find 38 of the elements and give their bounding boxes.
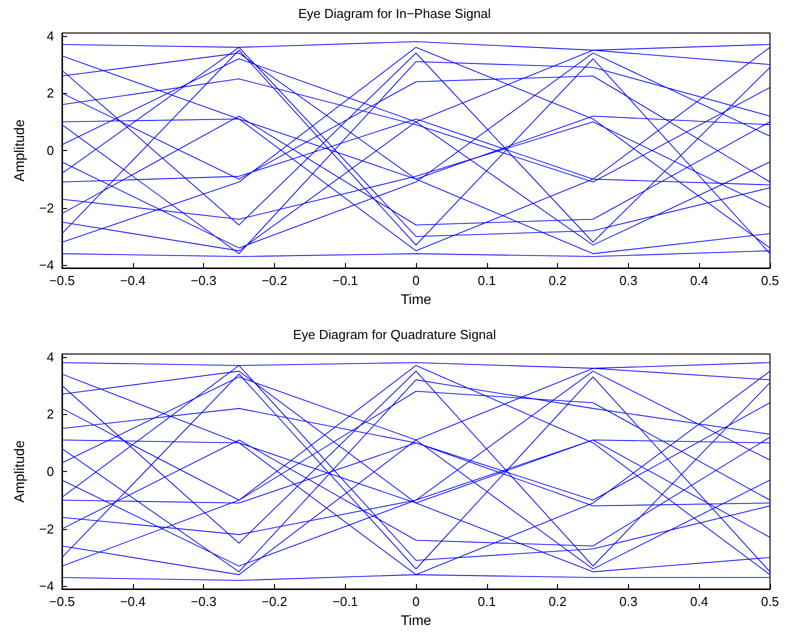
y-tick-label: 4 [46,28,54,44]
x-tick-label: 0.4 [690,273,708,288]
y-tick-label: −4 [39,258,54,273]
x-tick-label: −0.3 [190,594,216,609]
x-tick-label: −0.2 [262,273,288,288]
x-tick-label: −0.4 [120,273,146,288]
y-axis-title: Amplitude [11,119,27,182]
x-tick-label: 0.3 [619,594,638,609]
x-tick-label: 0.4 [690,594,708,609]
y-tick-label: 0 [46,143,54,158]
x-tick-label: 0.2 [548,594,567,609]
x-tick-label: −0.3 [190,273,216,288]
y-tick-label: 2 [46,406,54,422]
x-tick-label: 0.3 [619,273,638,288]
chart-title: Eye Diagram for In−Phase Signal [298,6,491,21]
y-tick-label: 4 [46,349,54,364]
x-tick-label: −0.1 [332,273,358,288]
x-axis-title: Time [400,290,432,307]
x-tick-label: −0.4 [120,594,146,609]
x-tick-label: 0.1 [478,273,496,288]
y-tick-label: −4 [39,578,54,594]
x-tick-label: 0.5 [760,273,780,288]
x-tick-label: −0.2 [262,594,288,609]
x-tick-label: 0.2 [548,273,567,288]
x-tick-label: 0.5 [760,594,780,609]
x-tick-label: 0 [412,273,420,288]
chart-title: Eye Diagram for Quadrature Signal [292,327,496,342]
x-tick-label: −0.5 [49,594,75,609]
x-tick-label: 0 [412,594,420,609]
y-tick-label: 0 [46,464,54,479]
y-tick-label: 2 [46,86,54,101]
y-tick-label: −2 [39,521,54,536]
x-axis-title: Time [400,612,432,628]
x-tick-label: 0.1 [478,594,496,609]
x-tick-label: −0.5 [49,273,75,288]
x-tick-label: −0.1 [332,594,358,609]
y-tick-label: −2 [39,200,54,216]
y-axis-title: Amplitude [11,440,27,503]
